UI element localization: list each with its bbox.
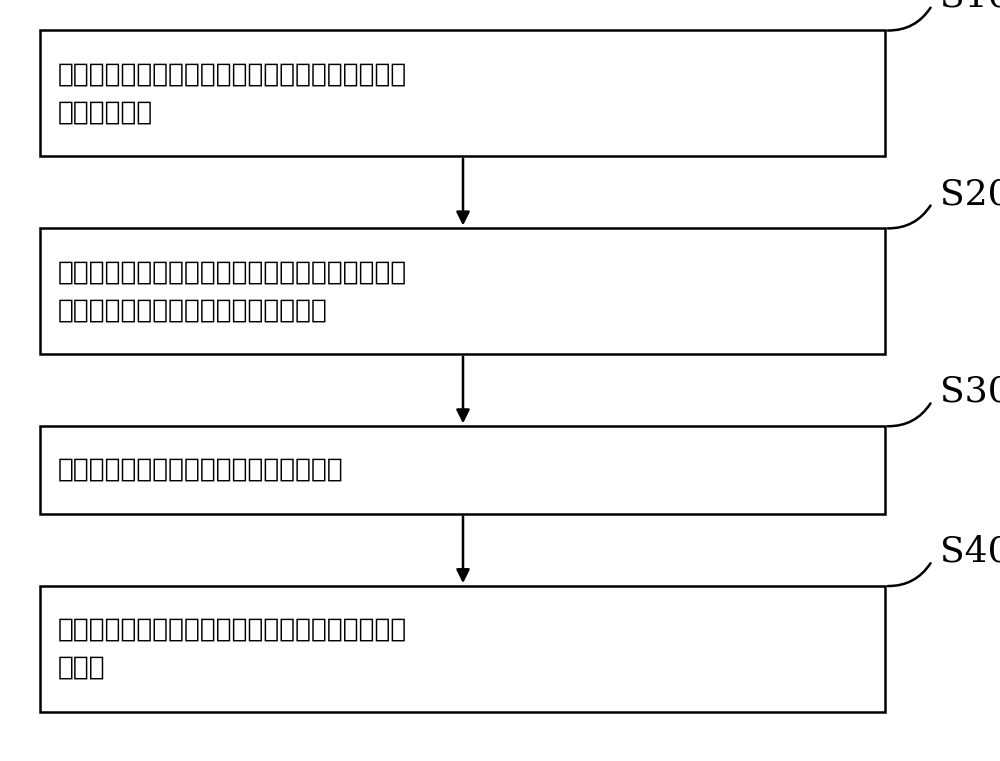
Text: 从手机信号信息中获取信号强度变化信息，根据信
号强度变化信息获取人员移动情况信息: 从手机信号信息中获取信号强度变化信息，根据信 号强度变化信息获取人员移动情况信息 bbox=[58, 259, 407, 323]
Text: 根据人员移动情况信息获取人脸图像数据: 根据人员移动情况信息获取人脸图像数据 bbox=[58, 457, 344, 483]
Bar bbox=[40, 426, 885, 514]
Text: 实时获取到手机信号信息，从手机信号信息中获取
手机唯一标识: 实时获取到手机信号信息，从手机信号信息中获取 手机唯一标识 bbox=[58, 61, 407, 126]
Text: S40: S40 bbox=[940, 535, 1000, 568]
Text: S20: S20 bbox=[940, 177, 1000, 211]
Text: S10: S10 bbox=[940, 0, 1000, 13]
Bar bbox=[40, 30, 885, 156]
Bar bbox=[40, 228, 885, 354]
Text: S30: S30 bbox=[940, 375, 1000, 409]
Text: 将手机唯一标识与人脸图像数据关联，得到人员定
位数据: 将手机唯一标识与人脸图像数据关联，得到人员定 位数据 bbox=[58, 616, 407, 681]
Bar bbox=[40, 586, 885, 712]
